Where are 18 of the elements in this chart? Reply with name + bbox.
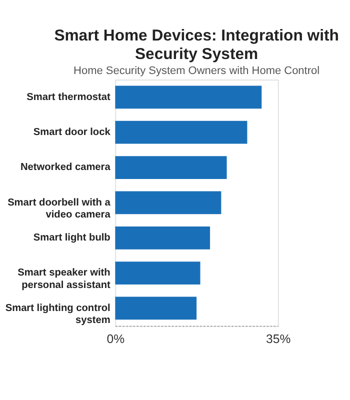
chart-title: Smart Home Devices: Integration with Security System xyxy=(54,27,339,63)
bar xyxy=(115,296,197,320)
chart-subtitle: Home Security System Owners with Home Control xyxy=(74,64,320,77)
bar xyxy=(115,262,200,284)
y-tick-label: Smart doorbell with a video camera xyxy=(8,197,111,221)
y-tick-label: Networked camera xyxy=(20,162,111,174)
y-tick-label: Smart thermostat xyxy=(26,92,111,103)
bar xyxy=(115,86,262,109)
bar xyxy=(115,120,248,144)
bar xyxy=(115,191,222,214)
x-tick-label: 0% xyxy=(106,332,125,346)
y-tick-label: Smart light bulb xyxy=(33,232,110,244)
bar xyxy=(115,226,210,250)
y-tick-label: Smart lighting control system xyxy=(5,302,111,326)
bar xyxy=(115,156,227,179)
x-tick-label: 35% xyxy=(266,332,291,346)
y-tick-label: Smart door lock xyxy=(33,126,111,138)
y-tick-label: Smart speaker with personal assistant xyxy=(18,268,111,292)
